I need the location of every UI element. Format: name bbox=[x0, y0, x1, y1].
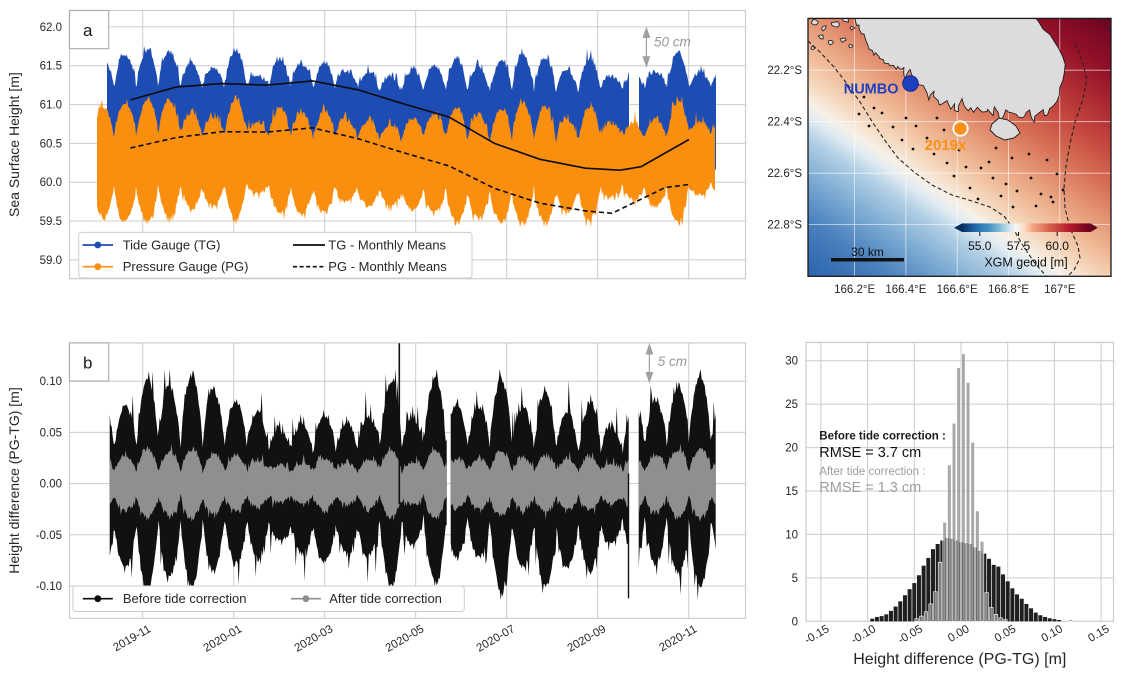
svg-text:10: 10 bbox=[785, 529, 798, 541]
svg-text:XGM geoid [m]: XGM geoid [m] bbox=[984, 256, 1067, 270]
svg-text:61.0: 61.0 bbox=[40, 100, 62, 112]
svg-text:30: 30 bbox=[785, 356, 798, 368]
svg-text:0: 0 bbox=[792, 616, 798, 628]
svg-text:22.4°S: 22.4°S bbox=[767, 117, 802, 129]
svg-text:After tide correction :: After tide correction : bbox=[819, 466, 925, 478]
svg-text:166.8°E: 166.8°E bbox=[988, 284, 1029, 296]
svg-text:-0.10: -0.10 bbox=[36, 581, 62, 593]
svg-text:-0.05: -0.05 bbox=[36, 530, 62, 542]
svg-text:5 cm: 5 cm bbox=[658, 354, 687, 369]
svg-text:50 cm: 50 cm bbox=[654, 35, 691, 50]
svg-text:22.8°S: 22.8°S bbox=[767, 220, 802, 232]
svg-text:61.5: 61.5 bbox=[40, 61, 62, 73]
svg-text:59.5: 59.5 bbox=[40, 216, 62, 228]
svg-text:RMSE = 1.3 cm: RMSE = 1.3 cm bbox=[819, 480, 921, 496]
svg-text:15: 15 bbox=[785, 486, 798, 498]
svg-text:0.05: 0.05 bbox=[40, 427, 62, 439]
svg-text:60.0: 60.0 bbox=[1046, 239, 1070, 253]
svg-text:22.2°S: 22.2°S bbox=[767, 65, 802, 77]
svg-text:Pressure Gauge (PG): Pressure Gauge (PG) bbox=[123, 259, 249, 274]
svg-text:a: a bbox=[83, 21, 93, 40]
svg-text:5: 5 bbox=[792, 573, 798, 585]
svg-text:b: b bbox=[83, 354, 92, 373]
svg-text:Height difference (PG-TG) [m]: Height difference (PG-TG) [m] bbox=[6, 387, 22, 573]
svg-text:167°E: 167°E bbox=[1044, 284, 1076, 296]
svg-text:2019x: 2019x bbox=[925, 137, 967, 154]
svg-text:30 km: 30 km bbox=[851, 245, 884, 259]
svg-text:20: 20 bbox=[785, 443, 798, 455]
svg-text:Sea Surface Height [m]: Sea Surface Height [m] bbox=[6, 72, 22, 217]
svg-text:62.0: 62.0 bbox=[40, 22, 62, 34]
svg-text:0.00: 0.00 bbox=[40, 479, 62, 491]
svg-text:60.0: 60.0 bbox=[40, 177, 62, 189]
svg-text:Height difference (PG-TG) [m]: Height difference (PG-TG) [m] bbox=[853, 651, 1066, 668]
svg-text:166.6°E: 166.6°E bbox=[937, 284, 978, 296]
svg-text:RMSE = 3.7 cm: RMSE = 3.7 cm bbox=[819, 445, 921, 461]
svg-text:Before tide correction: Before tide correction bbox=[123, 591, 247, 606]
svg-text:166.2°E: 166.2°E bbox=[834, 284, 875, 296]
svg-text:Tide Gauge (TG): Tide Gauge (TG) bbox=[123, 238, 221, 253]
svg-text:TG - Monthly Means: TG - Monthly Means bbox=[328, 238, 446, 253]
svg-text:55.0: 55.0 bbox=[968, 239, 992, 253]
svg-text:57.5: 57.5 bbox=[1007, 239, 1031, 253]
svg-text:0.10: 0.10 bbox=[40, 376, 62, 388]
svg-text:166.4°E: 166.4°E bbox=[885, 284, 926, 296]
svg-text:25: 25 bbox=[785, 399, 798, 411]
svg-text:59.0: 59.0 bbox=[40, 255, 62, 267]
svg-text:PG - Monthly Means: PG - Monthly Means bbox=[328, 259, 447, 274]
svg-text:After tide correction: After tide correction bbox=[329, 591, 442, 606]
svg-text:Before tide correction :: Before tide correction : bbox=[819, 431, 946, 443]
svg-text:NUMBO: NUMBO bbox=[844, 82, 899, 98]
svg-text:60.5: 60.5 bbox=[40, 138, 62, 150]
svg-text:22.6°S: 22.6°S bbox=[767, 168, 802, 180]
